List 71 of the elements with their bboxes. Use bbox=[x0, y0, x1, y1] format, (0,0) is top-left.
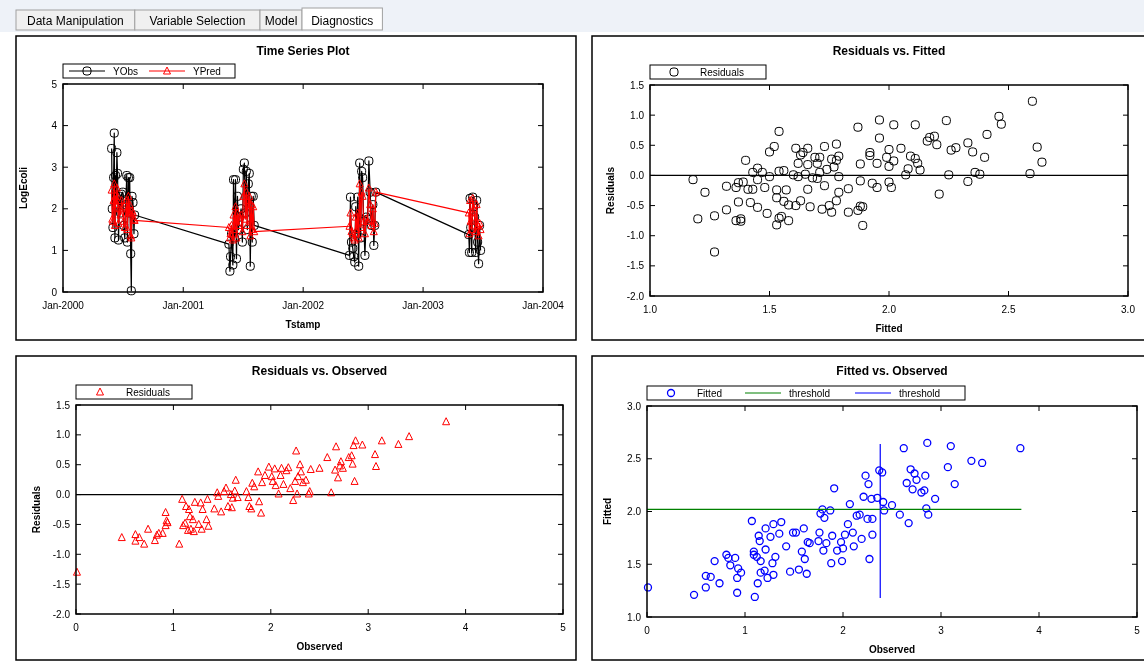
x-tick-label: 3 bbox=[938, 625, 945, 636]
tab: Variable Selection bbox=[134, 9, 261, 31]
y-tick-label: 1 bbox=[51, 244, 58, 256]
y-tick-label: 0.5 bbox=[630, 139, 645, 151]
y-tick-label: 2 bbox=[51, 203, 58, 215]
x-axis-title: Fitted bbox=[875, 323, 903, 334]
y-tick-label: -1.0 bbox=[626, 230, 645, 242]
y-tick-label: 0.5 bbox=[56, 459, 71, 471]
y-tick-label: 1.0 bbox=[627, 611, 642, 623]
x-tick-label: 5 bbox=[1134, 625, 1141, 636]
y-tick-label: -1.5 bbox=[626, 260, 645, 272]
chart-title: Residuals vs. Observed bbox=[251, 364, 388, 378]
y-tick-label: 4 bbox=[51, 120, 58, 132]
x-tick-label: 1 bbox=[742, 625, 749, 636]
legend-label: threshold bbox=[899, 388, 941, 399]
y-tick-label: -2.0 bbox=[626, 290, 645, 302]
y-tick-label: -1.5 bbox=[52, 578, 71, 590]
y-tick-label: 1.5 bbox=[56, 399, 71, 411]
x-tick-label: Jan-2000 bbox=[42, 300, 85, 311]
y-tick-label: 1.0 bbox=[56, 429, 71, 441]
legend-label: threshold bbox=[789, 388, 831, 399]
x-tick-label: 3.0 bbox=[1121, 304, 1136, 315]
legend-label: Fitted bbox=[697, 388, 723, 399]
chart-title: Residuals vs. Fitted bbox=[832, 44, 946, 58]
legend-label: Residuals bbox=[700, 67, 744, 78]
x-tick-label: 5 bbox=[560, 622, 567, 633]
y-tick-label: 1.0 bbox=[630, 109, 645, 121]
y-axis-title: Residuals bbox=[605, 166, 616, 215]
x-tick-label: 1 bbox=[170, 622, 177, 633]
y-tick-label: 0.0 bbox=[56, 489, 71, 501]
x-axis-title: Observed bbox=[296, 641, 343, 652]
y-tick-label: 0 bbox=[51, 286, 58, 298]
x-tick-label: Jan-2002 bbox=[282, 300, 325, 311]
legend-label: YObs bbox=[113, 66, 139, 77]
tab: Data Manipulation bbox=[15, 9, 136, 31]
x-axis-title: Observed bbox=[868, 644, 916, 655]
x-tick-label: 2.5 bbox=[1001, 304, 1016, 315]
x-tick-label: 4 bbox=[1036, 625, 1043, 636]
y-tick-label: 3.0 bbox=[627, 400, 642, 412]
x-tick-label: 1.0 bbox=[643, 304, 658, 315]
chart-title: Time Series Plot bbox=[256, 44, 350, 58]
y-tick-label: -1.0 bbox=[52, 548, 71, 560]
y-axis-title: Residuals bbox=[31, 485, 42, 534]
x-tick-label: Jan-2004 bbox=[522, 300, 565, 311]
y-tick-label: 1.5 bbox=[630, 79, 645, 91]
x-tick-label: 2 bbox=[840, 625, 847, 636]
y-tick-label: 1.5 bbox=[627, 558, 642, 570]
y-tick-label: -2.0 bbox=[52, 608, 71, 620]
y-tick-label: 2.0 bbox=[627, 506, 642, 517]
x-tick-label: 0 bbox=[73, 622, 80, 633]
x-tick-label: 2 bbox=[268, 622, 275, 633]
y-axis-title: LogEcoli bbox=[18, 166, 29, 210]
y-tick-label: -0.5 bbox=[52, 518, 71, 530]
legend-label: YPred bbox=[193, 66, 221, 77]
y-axis-title: Fitted bbox=[602, 497, 613, 526]
y-tick-label: 0.0 bbox=[630, 169, 645, 181]
y-tick-label: 2.5 bbox=[627, 453, 642, 465]
chart-title: Fitted vs. Observed bbox=[836, 364, 948, 378]
x-axis-title: Tstamp bbox=[285, 319, 321, 330]
legend-label: Residuals bbox=[126, 387, 170, 398]
x-tick-label: 3 bbox=[365, 622, 372, 633]
tab: Model bbox=[259, 9, 303, 31]
y-tick-label: 5 bbox=[51, 78, 58, 90]
x-tick-label: Jan-2003 bbox=[402, 300, 445, 311]
tab: Diagnostics bbox=[301, 7, 383, 31]
x-tick-label: 1.5 bbox=[762, 304, 777, 315]
y-tick-label: -0.5 bbox=[626, 200, 645, 212]
x-tick-label: 4 bbox=[462, 622, 469, 633]
y-tick-label: 3 bbox=[51, 161, 58, 173]
x-tick-label: 2.0 bbox=[882, 304, 897, 315]
x-tick-label: Jan-2001 bbox=[162, 300, 205, 311]
